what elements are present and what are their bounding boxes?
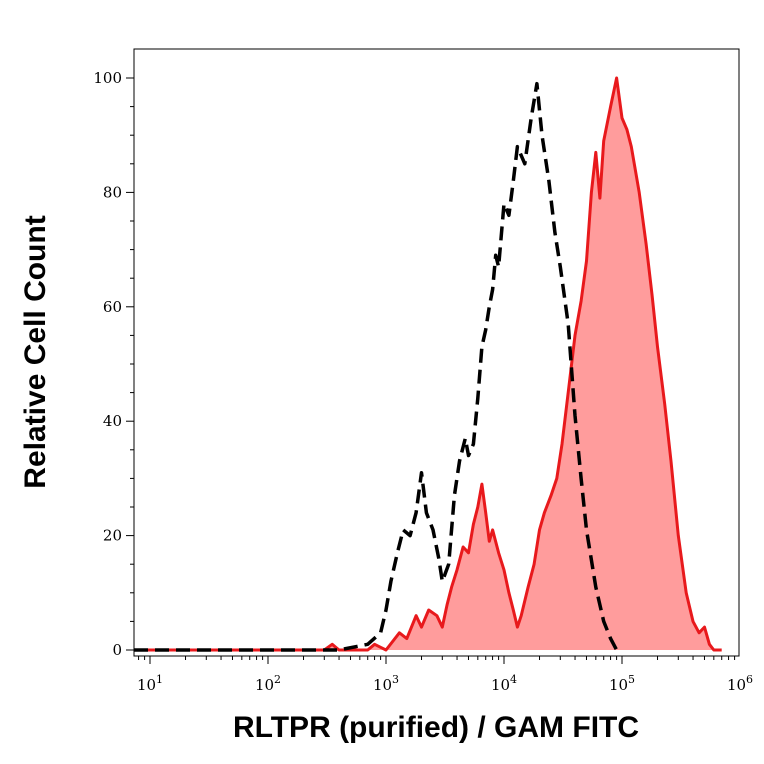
- plot-frame: [133, 48, 740, 657]
- y-axis: 0 20 40 60 80 100: [93, 69, 134, 659]
- plot-area: [134, 76, 722, 652]
- y-tick-label: 100: [93, 69, 122, 87]
- x-axis: 101 102 103 104 105 106: [137, 656, 753, 694]
- y-tick-label: 80: [103, 183, 122, 201]
- x-tick-label: 102: [255, 673, 281, 694]
- x-tick-label: 101: [137, 673, 163, 694]
- series-line-dashed: [134, 81, 622, 652]
- y-axis-title: Relative Cell Count: [19, 215, 52, 488]
- y-tick-label: 20: [103, 527, 122, 545]
- x-tick-label: 104: [491, 673, 517, 694]
- x-tick-label: 103: [373, 673, 399, 694]
- y-tick-label: 60: [103, 298, 122, 316]
- y-tick-label: 0: [112, 641, 122, 659]
- x-tick-label: 105: [609, 673, 635, 694]
- series-line-filled: [134, 76, 722, 652]
- x-axis-title: RLTPR (purified) / GAM FITC: [233, 711, 639, 744]
- x-tick-label: 106: [727, 673, 753, 694]
- y-tick-label: 40: [103, 412, 122, 430]
- series-fill-area: [134, 78, 722, 650]
